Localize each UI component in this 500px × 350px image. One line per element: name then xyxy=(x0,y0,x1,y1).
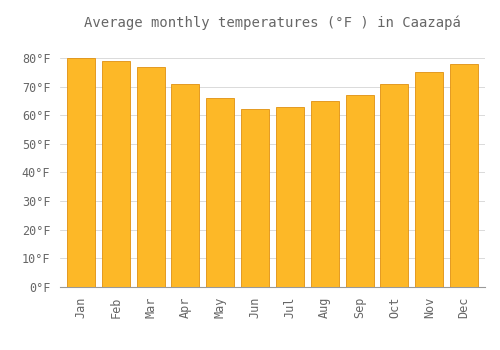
Bar xyxy=(311,101,338,287)
Bar xyxy=(67,58,95,287)
Bar xyxy=(450,64,478,287)
Bar xyxy=(380,84,408,287)
Bar xyxy=(172,84,200,287)
Bar xyxy=(206,98,234,287)
Bar xyxy=(136,66,164,287)
Bar xyxy=(346,95,374,287)
Bar xyxy=(102,61,130,287)
Title: Average monthly temperatures (°F ) in Caazapá: Average monthly temperatures (°F ) in Ca… xyxy=(84,15,461,30)
Bar xyxy=(241,110,269,287)
Bar xyxy=(276,107,304,287)
Bar xyxy=(416,72,443,287)
